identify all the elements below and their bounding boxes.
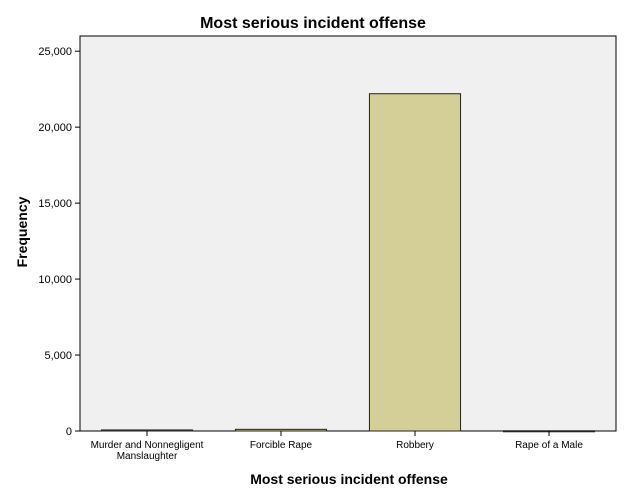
- bar: [234, 428, 328, 432]
- chart-title: Most serious incident offense: [200, 15, 426, 32]
- y-tick-label: 0: [66, 426, 72, 438]
- x-axis-title: Most serious incident offense: [250, 471, 448, 487]
- x-tick-label: Forcible Rape: [250, 440, 313, 451]
- y-tick-label: 5,000: [44, 350, 72, 362]
- y-tick-label: 25,000: [38, 46, 72, 58]
- x-tick-label: Robbery: [396, 440, 434, 451]
- y-tick-label: 15,000: [38, 198, 72, 210]
- y-tick-label: 10,000: [38, 274, 72, 286]
- y-tick-label: 20,000: [38, 122, 72, 134]
- y-axis-title: Frequency: [14, 196, 30, 267]
- y-axis: 0 5,000 10,000 15,000 20,000 25,000: [38, 46, 80, 438]
- x-tick-label: Rape of a Male: [515, 440, 583, 451]
- x-tick-label: Murder and Nonnegligent Manslaughter: [91, 440, 204, 462]
- bar: [100, 429, 194, 432]
- bar: [368, 93, 462, 432]
- plot-area: [79, 35, 617, 432]
- x-axis: Murder and Nonnegligent Manslaughter Forci…: [91, 431, 583, 462]
- bars-group: [100, 93, 596, 433]
